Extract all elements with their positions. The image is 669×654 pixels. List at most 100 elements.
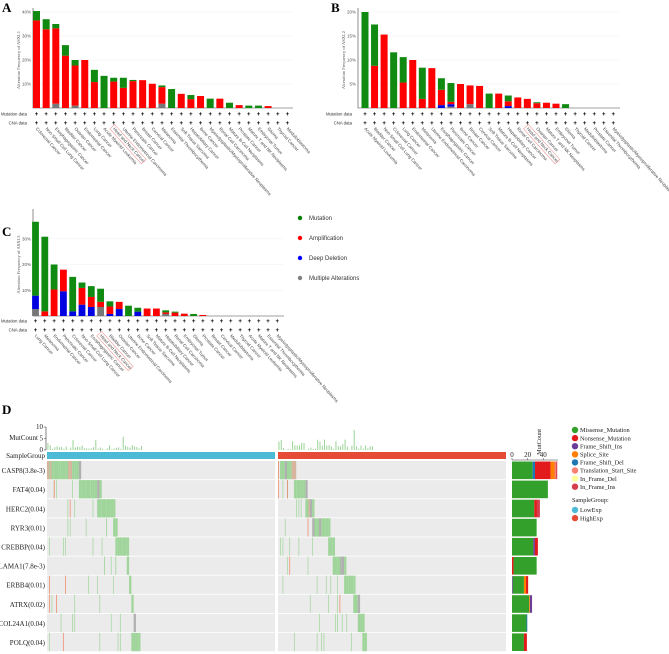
mutation-cell xyxy=(321,518,324,537)
mutation-cell xyxy=(115,556,117,575)
mutation-data-marker: + xyxy=(80,319,84,325)
mutation-data-marker: + xyxy=(164,319,168,325)
mutcount-bar xyxy=(122,436,124,450)
mutcount-bar-missense_mutation xyxy=(512,499,535,518)
mutation-data-marker: + xyxy=(141,112,145,118)
mutation-data-marker: + xyxy=(554,112,558,118)
cna-data-marker: + xyxy=(218,121,222,127)
mutation-data-marker: + xyxy=(459,112,463,118)
mutcount-bar xyxy=(109,445,110,450)
mutcount-bar-nonsense_mutation xyxy=(534,537,538,556)
panel-letter-c: C xyxy=(2,224,11,239)
mutation-data-marker: + xyxy=(192,319,196,325)
mutcount-bar xyxy=(287,448,289,450)
cna-data-marker: + xyxy=(612,121,616,127)
bar-segment-multiple-alterations xyxy=(32,309,39,316)
bar-segment-mutation xyxy=(106,301,114,307)
mutation-cell xyxy=(108,499,110,518)
mutcount-bar xyxy=(58,447,60,450)
mutcount-bar xyxy=(303,442,305,450)
bar-segment-amplification xyxy=(504,101,512,107)
mutation-data-marker: + xyxy=(440,112,444,118)
bar-segment-amplification xyxy=(97,301,104,307)
mutation-cell xyxy=(330,575,332,594)
mutation-data-marker: + xyxy=(478,112,482,118)
mutation-cell xyxy=(56,480,57,499)
mutation-cell xyxy=(65,537,66,556)
mutation-data-marker: + xyxy=(602,112,606,118)
x-tick-label: Mature T and NK Neoplasms xyxy=(257,333,299,379)
bar-segment-amplification xyxy=(177,93,185,108)
bar-segment-deep-deletion xyxy=(504,106,512,108)
mutation-data-marker: + xyxy=(44,112,48,118)
cna-data-marker: + xyxy=(192,328,196,334)
mutcount-bar xyxy=(321,445,323,450)
bar-segment-amplification xyxy=(380,34,388,109)
mutcount-bar-missense_mutation xyxy=(512,480,548,499)
mutation-cell xyxy=(312,537,313,556)
mutcount-bar xyxy=(54,447,56,450)
mutation-cell xyxy=(113,518,116,537)
gene-label: RYR3(0.01) xyxy=(11,524,46,532)
mutation-cell xyxy=(319,518,322,537)
mutation-cell xyxy=(303,480,306,499)
y-tick-label: 5% xyxy=(349,82,356,87)
mutation-cell xyxy=(278,461,279,480)
bar-segment-mutation xyxy=(61,45,69,56)
mutation-cell xyxy=(362,632,365,652)
mutcount-bar xyxy=(61,446,63,450)
mutation-cell xyxy=(67,461,70,480)
cna-data-marker: + xyxy=(459,121,463,127)
mutcount-bar xyxy=(299,445,300,450)
mutation-cell xyxy=(124,537,127,556)
mutation-data-marker: + xyxy=(392,112,396,118)
mutation-cell xyxy=(287,461,290,480)
bar-segment-amplification xyxy=(106,306,114,314)
gene-label: CREBBP(0.04) xyxy=(1,543,45,551)
mutation-cell xyxy=(282,537,284,556)
bar-segment-mutation xyxy=(485,93,493,108)
mutation-cell xyxy=(341,613,343,633)
mutcount-bar xyxy=(129,447,131,450)
mutation-data-marker: + xyxy=(487,112,491,118)
mutation-cell xyxy=(51,461,53,480)
bar-segment-multiple-alterations xyxy=(158,103,166,108)
mutation-cell xyxy=(282,575,284,594)
mutation-cell xyxy=(337,594,338,613)
cna-data-marker: + xyxy=(247,121,251,127)
mutation-cell xyxy=(323,518,325,537)
mutation-data-marker: + xyxy=(151,112,155,118)
mutcount-bar xyxy=(369,446,371,450)
mutation-cell xyxy=(101,537,103,556)
gene-label: ATRX(0.02) xyxy=(10,601,46,609)
bar-segment-mutation xyxy=(562,104,570,108)
mutation-data-marker: + xyxy=(170,112,174,118)
mutation-data-marker: + xyxy=(112,112,116,118)
mutation-cell xyxy=(97,575,98,594)
bar-segment-amplification xyxy=(42,29,50,109)
mutation-cell xyxy=(117,537,120,556)
legend-label: Deep Deletion xyxy=(309,256,347,262)
mutcount-bar-missense_mutation xyxy=(512,537,534,556)
bar-segment-amplification xyxy=(264,106,272,108)
legend-label: Amplification xyxy=(309,236,343,242)
x-tick-label: Myelodysplastic/Myeloproliferative Neopl… xyxy=(612,126,669,197)
mutcount-bar xyxy=(47,443,49,450)
mutation-data-marker: + xyxy=(127,319,131,325)
oncoprint-background xyxy=(278,499,506,518)
mutation-cell xyxy=(78,461,82,480)
mutation-data-marker: + xyxy=(64,112,68,118)
cna-data-marker: + xyxy=(392,121,396,127)
cna-data-marker: + xyxy=(183,328,187,334)
bar-segment-amplification xyxy=(180,313,188,316)
mutation-cell xyxy=(49,461,52,480)
mutation-cell xyxy=(115,537,118,556)
cna-data-marker: + xyxy=(210,328,214,334)
legend-label: Frame_Shift_Del xyxy=(580,460,624,467)
mutation-cell xyxy=(287,556,288,575)
mutation-cell xyxy=(344,575,347,594)
mutation-cell xyxy=(74,594,76,613)
mutation-data-marker: + xyxy=(238,319,242,325)
y-axis-label: Alteration Frequency of ASXL1 xyxy=(16,31,21,89)
mutation-cell xyxy=(49,632,50,652)
